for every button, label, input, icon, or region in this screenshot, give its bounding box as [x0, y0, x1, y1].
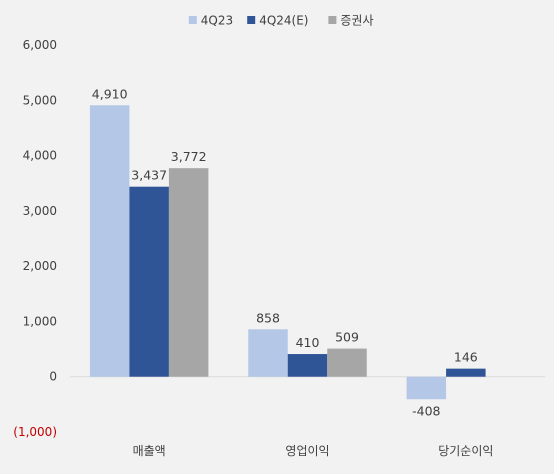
x-tick-label: 영업이익: [285, 444, 329, 458]
data-label: 3,772: [171, 149, 207, 164]
y-tick-label: 6,000: [23, 38, 57, 52]
plot-area: 4,910 3,437 3,772 858 410 509 -408 146: [70, 86, 545, 418]
data-label: 858: [256, 310, 280, 325]
bar-4q24-e--1: [287, 354, 328, 377]
legend-swatch: [188, 16, 197, 24]
x-tick-label: 당기순이익: [438, 444, 493, 458]
y-tick-label: 4,000: [23, 149, 57, 163]
legend-label: 증권사: [340, 14, 373, 28]
data-label: 3,437: [131, 168, 167, 183]
x-tick-label: 매출액: [133, 444, 166, 458]
legend-label: 4Q23: [201, 14, 233, 28]
bar-증권사-1: [327, 348, 367, 377]
bar-4q24-e--2: [446, 368, 486, 377]
bar-4q24-e--0: [129, 186, 169, 377]
data-label: 146: [454, 350, 478, 365]
legend-swatch: [328, 16, 337, 24]
y-tick-label: 3,000: [23, 204, 57, 218]
y-tick-label: (1,000): [13, 425, 57, 439]
data-label: 4,910: [92, 86, 128, 101]
y-tick-label: 1,000: [23, 314, 57, 328]
y-tick-label: 0: [49, 370, 57, 384]
bar-4q23-2: [406, 376, 447, 400]
data-label: 509: [335, 330, 359, 345]
legend-swatch: [247, 16, 256, 24]
legend: 4Q23 4Q24(E) 증권사: [188, 14, 374, 28]
y-tick-label: 5,000: [23, 93, 57, 107]
bar-4q23-0: [89, 105, 130, 377]
data-label: -408: [412, 403, 440, 418]
bar-4q23-1: [248, 329, 288, 377]
y-axis: (1,000) 0 1,000 2,000 3,000 4,000 5,000 6,000: [13, 38, 57, 439]
bar-증권사-0: [168, 168, 209, 377]
data-label: 410: [296, 335, 320, 350]
y-tick-label: 2,000: [23, 259, 57, 273]
legend-label: 4Q24(E): [259, 14, 308, 28]
x-axis: 매출액 영업이익 당기순이익: [133, 444, 494, 458]
